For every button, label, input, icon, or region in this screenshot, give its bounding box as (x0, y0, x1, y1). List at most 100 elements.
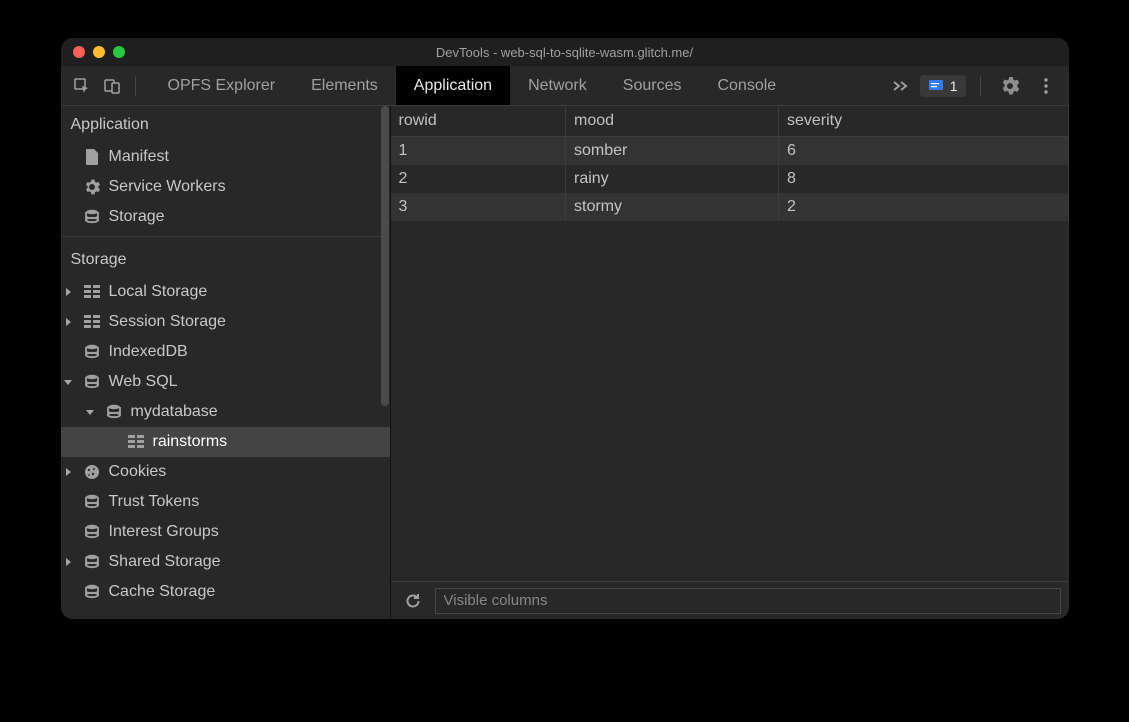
refresh-button[interactable] (399, 587, 427, 615)
sidebar-item-manifest[interactable]: Manifest (61, 142, 390, 172)
sidebar-item-label: Web SQL (109, 373, 178, 391)
main-toolbar: OPFS ExplorerElementsApplicationNetworkS… (61, 66, 1069, 106)
issues-icon (928, 79, 944, 93)
data-table-area: rowidmoodseverity 1somber62rainy83stormy… (391, 106, 1069, 581)
sidebar-section-heading: Storage (61, 241, 390, 277)
table-cell: 8 (779, 165, 1069, 193)
sidebar-section-heading: Application (61, 106, 390, 142)
table-cell: 3 (391, 193, 566, 221)
settings-icon[interactable] (995, 66, 1025, 105)
main-panel: rowidmoodseverity 1somber62rainy83stormy… (391, 106, 1069, 619)
table-cell: 6 (779, 137, 1069, 166)
table-row[interactable]: 1somber6 (391, 137, 1069, 166)
sidebar-scrollbar[interactable] (380, 106, 390, 619)
grid-icon (83, 283, 101, 301)
db-icon (83, 553, 101, 571)
sidebar-item-storage[interactable]: Storage (61, 202, 390, 232)
sidebar-item-cache-storage[interactable]: Cache Storage (61, 577, 390, 607)
tab-opfs-explorer[interactable]: OPFS Explorer (150, 66, 294, 105)
sidebar-item-service-workers[interactable]: Service Workers (61, 172, 390, 202)
sidebar-item-trust-tokens[interactable]: Trust Tokens (61, 487, 390, 517)
sidebar-item-label: Cache Storage (109, 583, 216, 601)
column-header-rowid[interactable]: rowid (391, 106, 566, 137)
sidebar-item-label: Storage (109, 208, 165, 226)
tab-console[interactable]: Console (699, 66, 794, 105)
sidebar-item-label: mydatabase (131, 403, 218, 421)
db-icon (83, 523, 101, 541)
inspect-element-icon[interactable] (67, 66, 97, 105)
application-sidebar: Application Manifest Service Workers Storag… (61, 106, 391, 619)
maximize-window-button[interactable] (113, 46, 125, 58)
sidebar-item-label: rainstorms (153, 433, 228, 451)
db-icon (83, 343, 101, 361)
expand-caret-icon[interactable] (83, 407, 97, 417)
sidebar-item-label: Manifest (109, 148, 169, 166)
tab-sources[interactable]: Sources (605, 66, 700, 105)
titlebar: DevTools - web-sql-to-sqlite-wasm.glitch… (61, 38, 1069, 66)
issues-badge[interactable]: 1 (920, 75, 966, 97)
table-cell: stormy (566, 193, 779, 221)
table-cell: 1 (391, 137, 566, 166)
file-icon (83, 148, 101, 166)
sidebar-item-label: Trust Tokens (109, 493, 200, 511)
expand-caret-icon[interactable] (61, 377, 75, 387)
panel-tabs: OPFS ExplorerElementsApplicationNetworkS… (150, 66, 882, 105)
cookie-icon (83, 463, 101, 481)
sidebar-item-local-storage[interactable]: Local Storage (61, 277, 390, 307)
sidebar-item-web-sql[interactable]: Web SQL (61, 367, 390, 397)
sidebar-item-session-storage[interactable]: Session Storage (61, 307, 390, 337)
more-options-icon[interactable] (1031, 66, 1061, 105)
table-body: 1somber62rainy83stormy2 (391, 137, 1069, 222)
column-header-mood[interactable]: mood (566, 106, 779, 137)
table-header-row: rowidmoodseverity (391, 106, 1069, 137)
expand-caret-icon[interactable] (61, 287, 75, 297)
table-bottom-bar (391, 581, 1069, 619)
devtools-window: DevTools - web-sql-to-sqlite-wasm.glitch… (61, 38, 1069, 619)
expand-caret-icon[interactable] (61, 317, 75, 327)
more-tabs-button[interactable] (882, 79, 920, 93)
table-cell: rainy (566, 165, 779, 193)
sidebar-item-label: Session Storage (109, 313, 226, 331)
traffic-lights (61, 46, 125, 58)
table-row[interactable]: 3stormy2 (391, 193, 1069, 221)
expand-caret-icon[interactable] (61, 557, 75, 567)
tab-application[interactable]: Application (396, 66, 510, 105)
toolbar-divider (980, 76, 981, 96)
db-icon (83, 208, 101, 226)
expand-caret-icon[interactable] (61, 467, 75, 477)
sidebar-item-label: Service Workers (109, 178, 226, 196)
gear-icon (83, 178, 101, 196)
table-cell: 2 (779, 193, 1069, 221)
sidebar-item-interest-groups[interactable]: Interest Groups (61, 517, 390, 547)
sidebar-item-label: Interest Groups (109, 523, 219, 541)
table-row[interactable]: 2rainy8 (391, 165, 1069, 193)
minimize-window-button[interactable] (93, 46, 105, 58)
sidebar-item-label: Cookies (109, 463, 167, 481)
grid-icon (83, 313, 101, 331)
db-icon (83, 583, 101, 601)
tab-network[interactable]: Network (510, 66, 605, 105)
sidebar-item-indexeddb[interactable]: IndexedDB (61, 337, 390, 367)
db-icon (105, 403, 123, 421)
sidebar-item-mydatabase[interactable]: mydatabase (61, 397, 390, 427)
sidebar-item-label: Shared Storage (109, 553, 221, 571)
db-icon (83, 493, 101, 511)
grid-icon (127, 433, 145, 451)
visible-columns-input[interactable] (435, 588, 1061, 614)
tab-elements[interactable]: Elements (293, 66, 396, 105)
window-title: DevTools - web-sql-to-sqlite-wasm.glitch… (61, 45, 1069, 60)
toolbar-divider (135, 76, 136, 96)
close-window-button[interactable] (73, 46, 85, 58)
sidebar-item-rainstorms[interactable]: rainstorms (61, 427, 390, 457)
table-cell: somber (566, 137, 779, 166)
sidebar-item-shared-storage[interactable]: Shared Storage (61, 547, 390, 577)
sidebar-item-label: Local Storage (109, 283, 208, 301)
table-cell: 2 (391, 165, 566, 193)
db-icon (83, 373, 101, 391)
issues-count: 1 (950, 78, 958, 94)
device-toolbar-icon[interactable] (97, 66, 127, 105)
sidebar-item-label: IndexedDB (109, 343, 188, 361)
data-table: rowidmoodseverity 1somber62rainy83stormy… (391, 106, 1069, 221)
sidebar-item-cookies[interactable]: Cookies (61, 457, 390, 487)
column-header-severity[interactable]: severity (779, 106, 1069, 137)
